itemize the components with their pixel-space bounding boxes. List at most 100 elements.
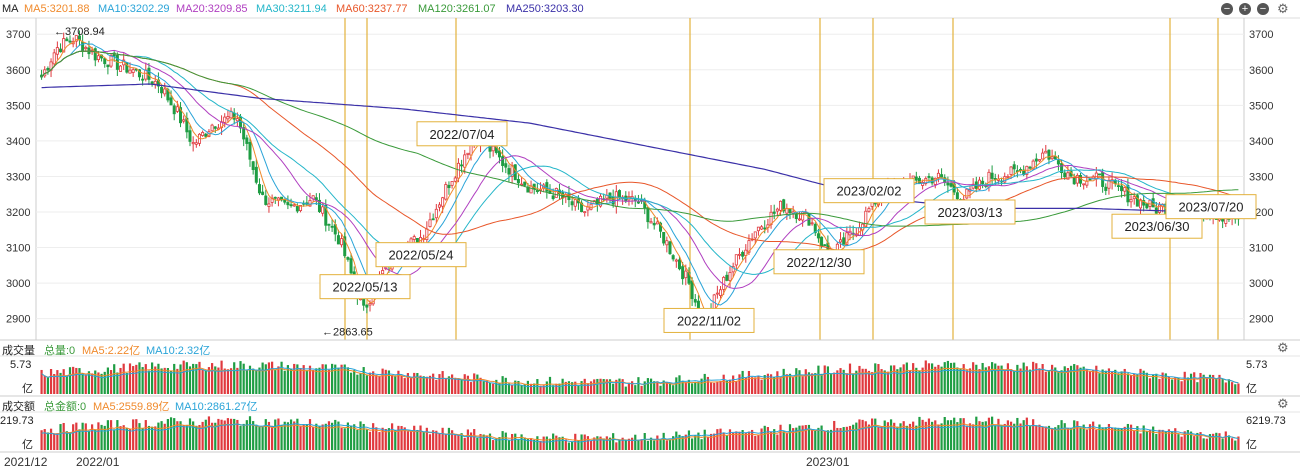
candle-body [523,181,527,186]
candle-body [289,204,293,207]
candle-body [264,195,268,205]
candle-body [747,240,751,253]
candle-body [990,172,994,179]
candle-body [153,80,157,85]
candle-body [261,191,265,195]
candle-body [573,199,577,207]
volume-ma10-legend: MA10:2.32亿 [146,345,211,357]
marker-label-text: 2022/07/04 [429,127,494,142]
candle-body [273,196,277,199]
candle-body [810,222,814,225]
candle-body [194,142,198,145]
candle-body [681,266,685,280]
candle-body [1120,185,1124,192]
candle-body [586,206,590,211]
candle-body [175,106,179,112]
x-axis-label: 2021/12 [4,455,48,469]
marker-label-box [416,121,508,147]
marker-label-text: 2022/11/02 [677,313,741,328]
candle-body [779,200,783,211]
candle-body [772,211,776,214]
candle-body [434,208,438,219]
volume-top-right-value: 5.73 [1246,359,1268,371]
candle-body [1047,149,1051,160]
collapse-minus-icon[interactable]: − [1221,3,1233,15]
zoom-plus-icon[interactable]: + [1239,3,1251,15]
candle-body [1012,164,1016,170]
ma10-line [41,42,1239,306]
candle-body [816,233,820,239]
candle-body [245,137,249,144]
candle-body [1028,166,1032,169]
candle-body [845,232,849,245]
candle-body [557,189,561,195]
amount-unit-right: 亿 [1246,439,1257,451]
ma5-legend: MA5:3201.88 [24,3,90,15]
candle-body [251,161,255,171]
candle-body [103,58,107,65]
marker-label-text: 2022/05/13 [332,280,397,295]
zoom-minus-icon[interactable]: − [1257,3,1269,15]
candle-body [412,236,416,240]
volume-settings-gear-icon[interactable]: ⚙ [1277,340,1289,355]
moving-average-lines [41,39,1239,315]
candle-body [109,54,113,67]
candle-body [327,223,331,226]
candle-body [690,280,694,300]
candle-body [981,180,985,185]
volume-bars [40,360,1240,394]
volume-unit-left: 亿 [22,383,33,395]
marker-label-text: 2023/02/02 [836,184,901,199]
candle-body [179,107,183,124]
candle-body [1041,152,1045,160]
amount-settings-gear-icon[interactable]: ⚙ [1277,396,1289,411]
y-tick-label-right: 3500 [1249,100,1273,112]
candle-body [182,119,186,122]
candle-body [324,204,328,226]
candle-body [731,266,735,273]
candle-body [1157,204,1161,213]
candle-body [504,163,508,168]
candle-body [106,64,110,68]
candle-body [191,142,195,145]
candle-body [570,201,574,206]
candle-body [248,142,252,160]
candle-body [68,40,72,43]
candle-body [491,145,495,152]
candle-body [993,178,997,180]
candle-body [728,272,732,282]
candle-body [955,192,959,200]
candle-body [1006,175,1010,178]
y-tick-label-right: 3700 [1249,29,1273,41]
candle-body [734,254,738,266]
candle-body [1142,200,1146,206]
candle-body [368,303,372,306]
candle-body [1132,196,1136,200]
candle-body [299,205,303,211]
date-axis-labels: 2021/12 2022/01 2023/01 [4,455,850,469]
marker-label-box [375,242,467,268]
candle-body [665,240,669,246]
candle-body [1107,179,1111,189]
candle-body [453,177,457,182]
marker-label-text: 2023/07/20 [1178,200,1243,215]
candle-body [921,182,925,186]
candle-body [839,239,843,243]
candle-body [917,177,921,184]
candle-body [823,244,827,247]
marker-label-box [319,274,411,300]
ma250-line [41,83,1239,213]
candle-body [1145,203,1149,209]
candle-body [336,235,340,245]
candle-body [1097,173,1101,176]
main-settings-gear-icon[interactable]: ⚙ [1277,1,1289,16]
candle-body [466,152,470,155]
marker-label-box [924,199,1016,225]
candle-body [226,116,230,120]
x-axis-label: 2022/01 [76,455,120,469]
candle-body [65,38,69,42]
y-tick-label-right: 3600 [1249,65,1273,77]
candle-body [172,105,176,115]
candle-body [940,174,944,178]
